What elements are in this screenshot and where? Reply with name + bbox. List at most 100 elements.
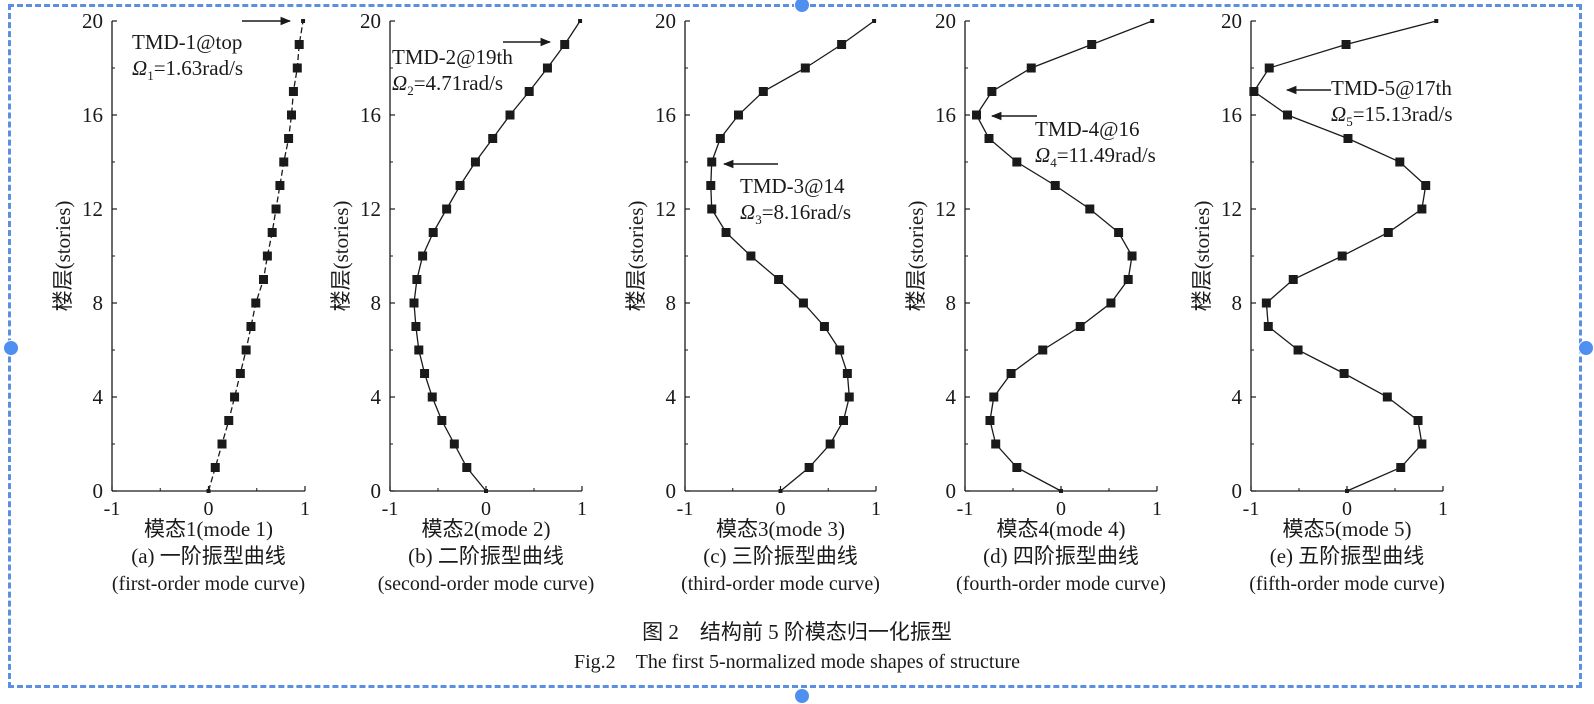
x-tick-label-4: 0: [1056, 498, 1066, 520]
data-point-3: [758, 87, 768, 96]
data-point-2: [428, 228, 438, 237]
x-tick-label-4: 1: [1152, 498, 1162, 520]
data-point-4: [1012, 463, 1022, 472]
panel-caption-zh-4: (d) 四阶振型曲线: [983, 544, 1139, 568]
y-axis-label-3: 楼层(stories): [624, 201, 648, 312]
panel-caption-zh-1: (a) 一阶振型曲线: [131, 544, 286, 568]
data-point-5: [1282, 110, 1292, 120]
data-point-3: [819, 322, 829, 331]
data-point-3: [844, 392, 854, 402]
annotation-label-2: TMD-2@19th: [392, 45, 513, 69]
data-point-4: [1087, 40, 1097, 49]
y-tick-label-4: 12: [935, 197, 956, 221]
data-point-1: [275, 181, 285, 190]
data-point-1: [235, 369, 245, 378]
annotation-frequency-1: Ω1=1.63rad/s: [132, 56, 243, 83]
y-tick-label-1: 16: [82, 103, 103, 127]
y-tick-label-4: 4: [946, 385, 957, 409]
annotation-frequency-3: Ω3=8.16rad/s: [740, 200, 851, 227]
annotation-frequency-5: Ω5=15.13rad/s: [1331, 102, 1453, 129]
data-point-3: [778, 489, 783, 493]
x-tick-label-2: 0: [481, 498, 491, 520]
data-point-2: [420, 369, 430, 378]
data-point-5: [1417, 439, 1427, 449]
data-point-2: [437, 416, 447, 425]
x-axis-label-2: 模态2(mode 2): [422, 517, 551, 541]
data-point-2: [524, 87, 534, 96]
data-point-4: [1127, 251, 1137, 261]
data-point-5: [1261, 298, 1271, 308]
data-point-5: [1434, 19, 1439, 23]
data-point-3: [872, 19, 877, 23]
data-point-5: [1417, 204, 1427, 214]
y-tick-label-4: 0: [946, 479, 957, 503]
y-tick-label-2: 4: [371, 385, 382, 409]
data-point-4: [1075, 322, 1085, 331]
data-point-1: [292, 63, 302, 73]
y-tick-label-3: 0: [666, 479, 677, 503]
data-point-1: [262, 251, 272, 261]
data-point-2: [542, 63, 552, 73]
data-point-3: [825, 439, 835, 449]
mode-shape-line-3: [710, 20, 875, 492]
y-tick-label-5: 12: [1221, 197, 1242, 221]
y-axis-label-1: 楼层(stories): [51, 201, 75, 312]
resize-handle-left[interactable]: [3, 340, 19, 356]
data-point-3: [837, 40, 847, 49]
x-tick-label-4: -1: [957, 498, 974, 520]
data-point-1: [224, 416, 234, 425]
data-point-2: [470, 157, 480, 167]
y-tick-label-2: 0: [371, 479, 382, 503]
y-tick-label-1: 8: [93, 291, 104, 315]
data-point-3: [715, 134, 725, 143]
y-tick-label-2: 20: [360, 9, 381, 33]
resize-handle-top[interactable]: [794, 0, 810, 13]
y-tick-label-4: 16: [935, 103, 956, 127]
data-point-3: [733, 110, 743, 120]
y-tick-label-3: 12: [655, 197, 676, 221]
data-point-2: [488, 134, 498, 143]
panel-caption-en-3: (third-order mode curve): [681, 573, 880, 595]
data-point-5: [1341, 40, 1351, 49]
y-tick-label-5: 8: [1232, 291, 1243, 315]
data-point-2: [418, 251, 428, 261]
y-axis-label-4: 楼层(stories): [904, 201, 928, 312]
data-point-3: [707, 204, 717, 214]
y-tick-label-3: 4: [666, 385, 677, 409]
data-point-4: [1114, 228, 1124, 237]
y-tick-label-1: 0: [93, 479, 104, 503]
y-tick-label-2: 8: [371, 291, 382, 315]
x-tick-label-2: -1: [382, 498, 399, 520]
panel-caption-zh-3: (c) 三阶振型曲线: [703, 544, 858, 568]
data-point-3: [721, 228, 731, 237]
data-point-5: [1288, 275, 1298, 284]
data-point-5: [1264, 63, 1274, 73]
y-tick-label-5: 20: [1221, 9, 1242, 33]
panel-caption-en-4: (fourth-order mode curve): [956, 573, 1166, 595]
data-point-4: [984, 134, 994, 143]
data-point-1: [288, 87, 298, 96]
figure-caption-chinese: 图 2 结构前 5 阶模态归一化振型: [642, 620, 952, 644]
x-axis-label-4: 模态4(mode 4): [997, 517, 1126, 541]
x-axis-label-5: 模态5(mode 5): [1283, 517, 1412, 541]
y-tick-label-5: 0: [1232, 479, 1243, 503]
data-point-1: [279, 157, 289, 167]
annotation-label-3: TMD-3@14: [740, 174, 845, 198]
data-point-5: [1383, 228, 1393, 237]
y-tick-label-1: 20: [82, 9, 103, 33]
data-point-4: [1026, 63, 1036, 73]
y-tick-label-5: 4: [1232, 385, 1243, 409]
data-point-1: [206, 489, 211, 493]
data-point-4: [1006, 369, 1016, 378]
data-point-2: [455, 181, 465, 190]
data-point-4: [991, 439, 1001, 449]
mode-shape-line-1: [207, 20, 304, 492]
data-point-1: [267, 228, 277, 237]
data-point-1: [259, 275, 269, 284]
y-tick-label-4: 20: [935, 9, 956, 33]
data-point-4: [1050, 181, 1060, 190]
mode-shape-line-4: [975, 20, 1153, 492]
x-tick-label-1: 0: [204, 498, 214, 520]
data-point-5: [1382, 392, 1392, 402]
x-tick-label-1: 1: [300, 498, 310, 520]
